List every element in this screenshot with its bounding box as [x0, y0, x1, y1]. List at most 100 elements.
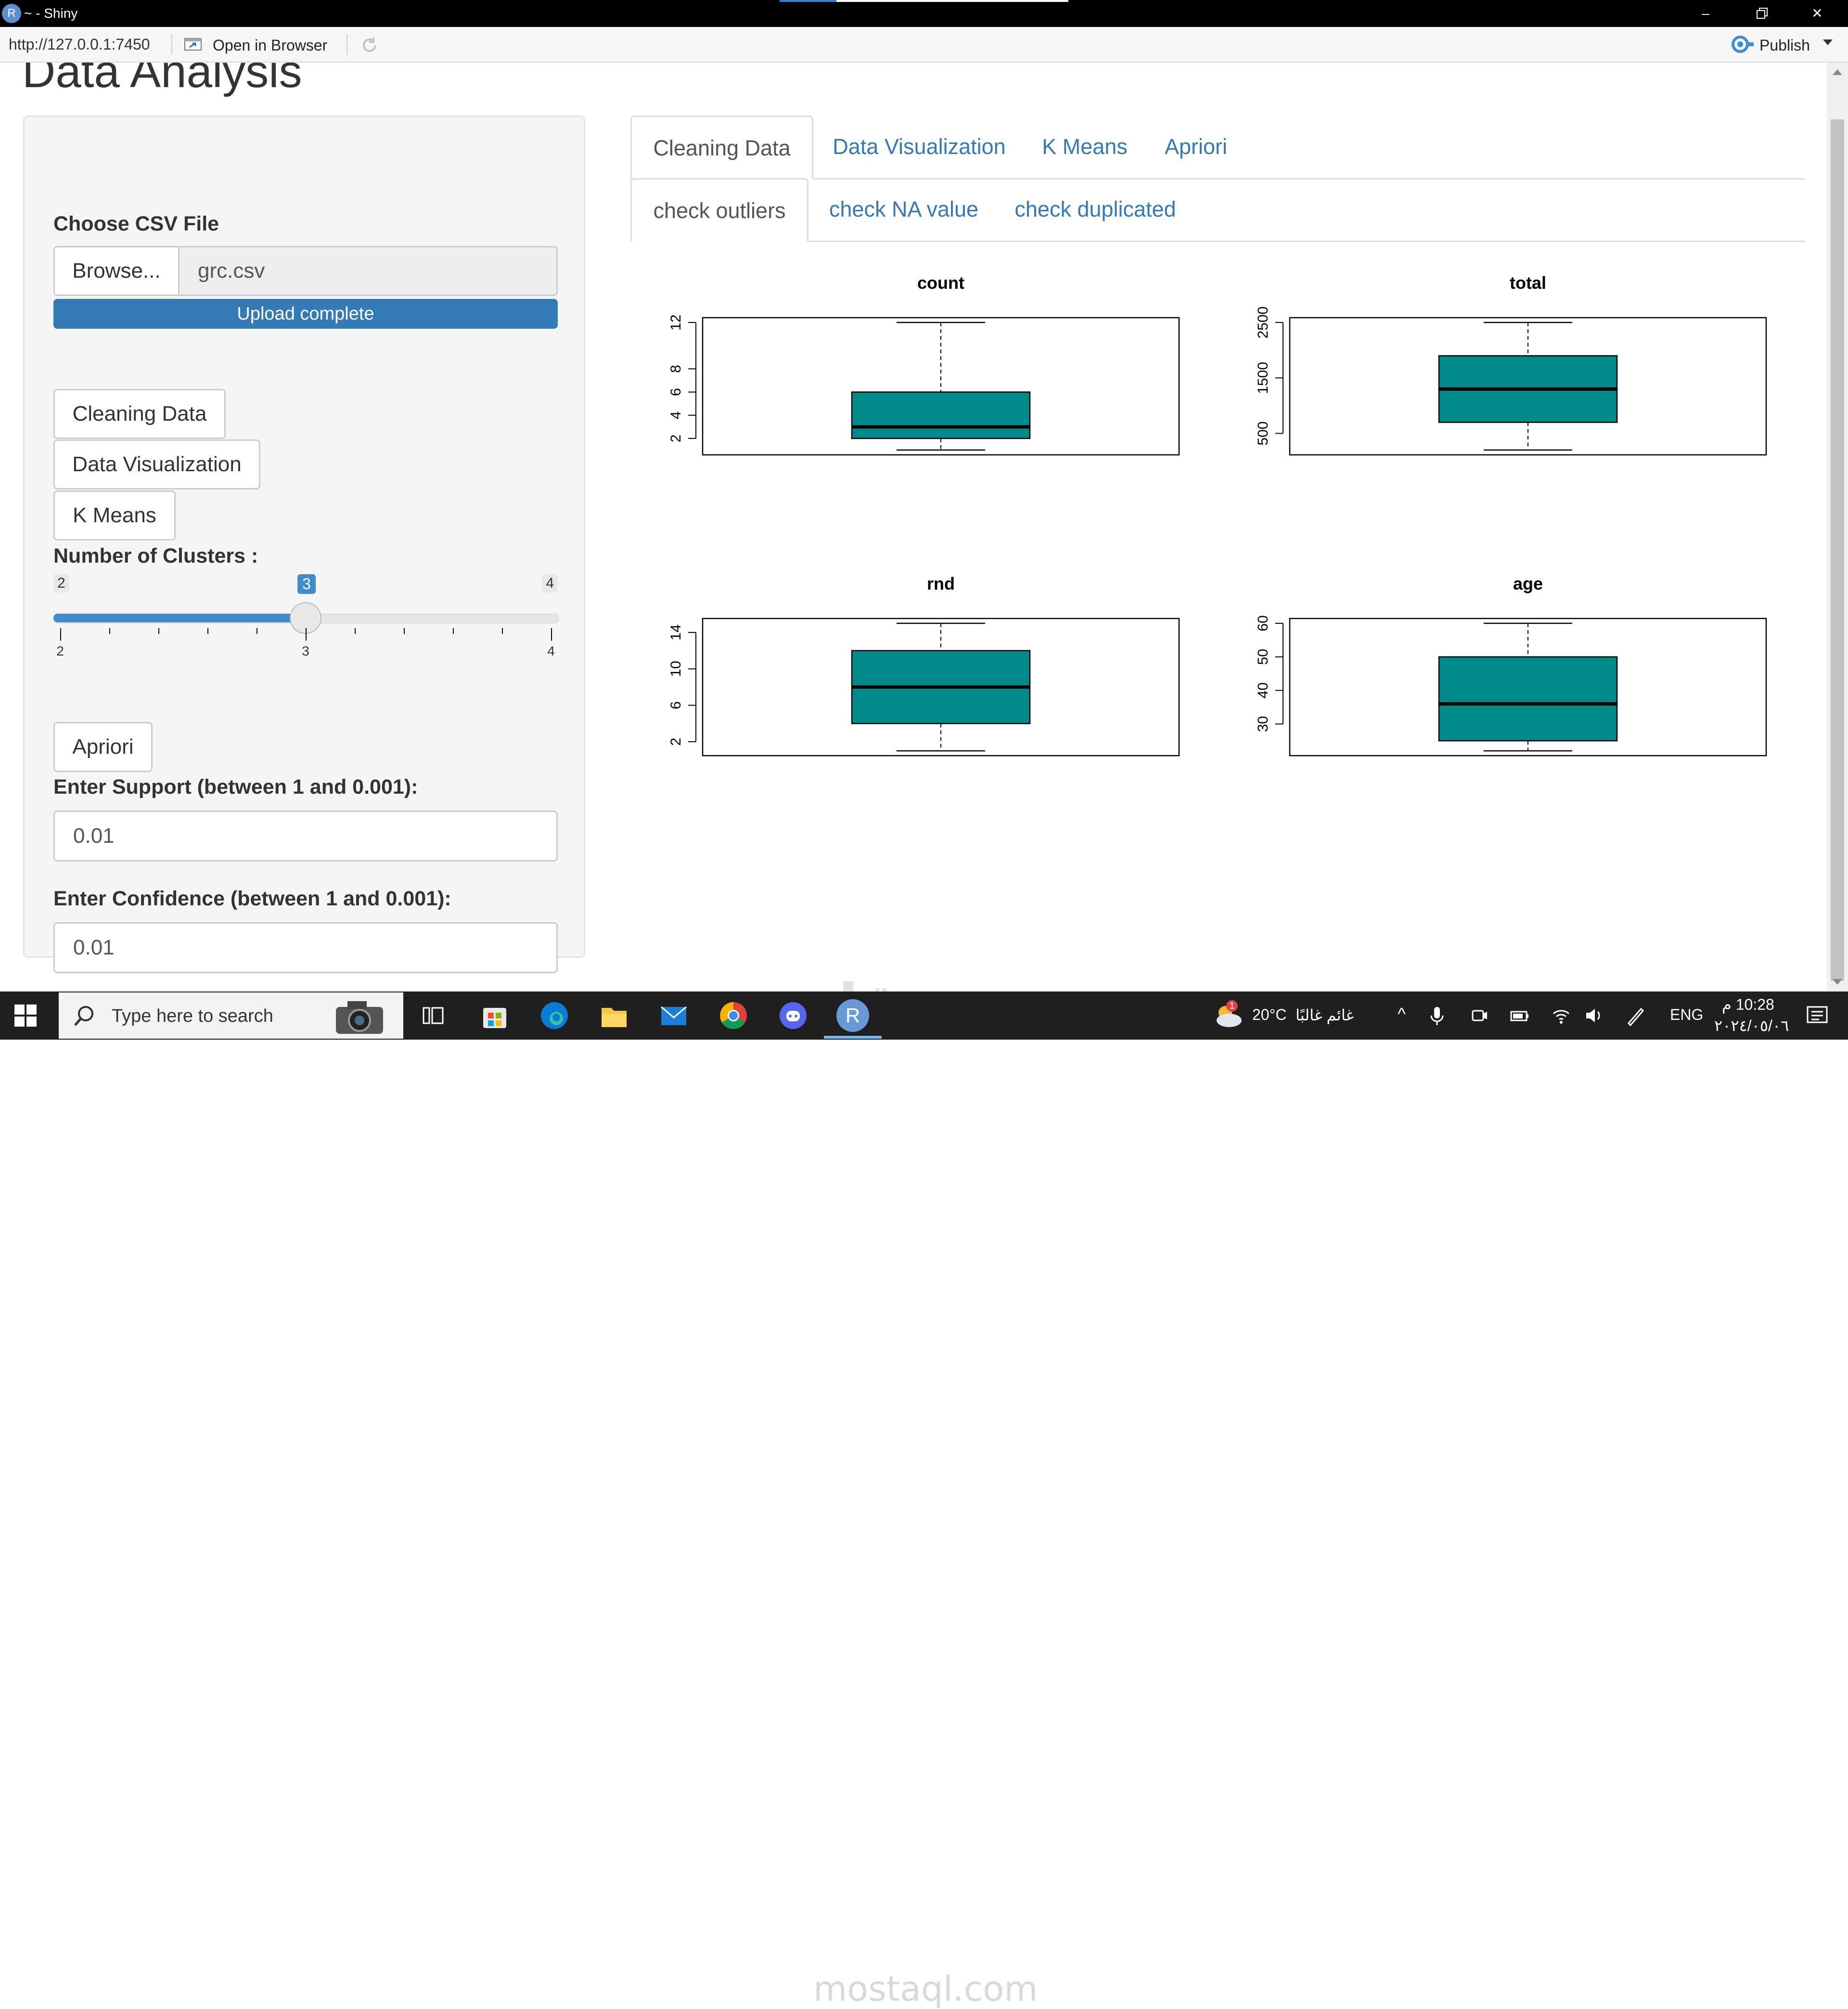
- vertical-scrollbar[interactable]: [1827, 63, 1848, 992]
- open-in-browser-button[interactable]: Open in Browser: [213, 37, 328, 54]
- slider-tick-label: 4: [547, 644, 555, 658]
- file-explorer-icon[interactable]: [598, 999, 630, 1032]
- data-visualization-button[interactable]: Data Visualization: [53, 439, 260, 489]
- windows-taskbar: Type here to search R 1 20°C غائم غالبًا…: [0, 992, 1848, 2009]
- shiny-app-viewport: Data Analysis Choose CSV File Browse... …: [0, 63, 1827, 992]
- scroll-down-icon[interactable]: [1833, 979, 1842, 985]
- iqr-box: [1438, 656, 1618, 742]
- y-axis-tick-label: 1500: [1255, 362, 1271, 394]
- k-means-button[interactable]: K Means: [53, 490, 176, 541]
- active-app-indicator: [824, 1036, 882, 1039]
- clusters-slider[interactable]: 2 4 3 2 3 4: [53, 574, 559, 658]
- clusters-label: Number of Clusters :: [53, 544, 258, 567]
- tab-apriori[interactable]: Apriori: [1164, 134, 1228, 159]
- confidence-input[interactable]: 0.01: [53, 922, 558, 973]
- y-axis-tick-label: 8: [668, 365, 684, 373]
- battery-icon[interactable]: [1509, 999, 1530, 1032]
- slider-major-tick: [551, 628, 552, 641]
- upload-progress-bar: Upload complete: [53, 299, 558, 329]
- chrome-icon[interactable]: [717, 999, 750, 1032]
- watermark-logo: مستقل: [808, 977, 1020, 992]
- sub-tabs: check outliers check NA value check dupl…: [630, 178, 1805, 242]
- publish-dropdown-icon[interactable]: [1823, 39, 1833, 45]
- mail-icon[interactable]: [657, 999, 690, 1032]
- microsoft-store-icon[interactable]: [478, 999, 511, 1032]
- plot-frame: [1289, 618, 1767, 757]
- close-button[interactable]: ✕: [1811, 6, 1823, 21]
- clock-time[interactable]: 10:28 م: [1722, 996, 1774, 1013]
- pen-icon[interactable]: [1625, 999, 1646, 1032]
- iqr-box: [851, 391, 1031, 439]
- slider-major-tick: [306, 628, 307, 641]
- slider-max-label: 4: [542, 574, 558, 592]
- y-axis-tick-label: 6: [668, 388, 684, 396]
- apriori-button[interactable]: Apriori: [53, 722, 153, 772]
- wifi-icon[interactable]: [1551, 999, 1572, 1032]
- volume-icon[interactable]: [1583, 999, 1604, 1032]
- y-axis-tick-label: 6: [668, 701, 684, 709]
- y-axis-tick-label: 30: [1255, 716, 1271, 732]
- slider-major-tick: [60, 628, 61, 641]
- subtab-check-na-value[interactable]: check NA value: [829, 197, 979, 221]
- microphone-icon[interactable]: [1427, 999, 1447, 1032]
- slider-tick-label: 3: [302, 644, 309, 658]
- file-name-field: grc.csv: [180, 246, 558, 296]
- support-input[interactable]: 0.01: [53, 811, 558, 862]
- open-in-browser-icon[interactable]: [184, 37, 203, 52]
- language-indicator[interactable]: ENG: [1670, 1006, 1704, 1023]
- tab-data-visualization[interactable]: Data Visualization: [833, 134, 1006, 159]
- y-axis-tick-label: 60: [1255, 615, 1271, 631]
- scroll-up-icon[interactable]: [1833, 69, 1842, 75]
- scrollbar-thumb[interactable]: [1831, 119, 1844, 981]
- rstudio-logo-icon: R: [2, 4, 21, 23]
- camera-app-icon[interactable]: [1470, 999, 1489, 1032]
- plot-frame: [1289, 317, 1767, 456]
- search-icon: [74, 1006, 93, 1026]
- slider-minor-tick: [355, 628, 356, 634]
- show-hidden-icons-icon[interactable]: ^: [1398, 1004, 1406, 1024]
- plot-frame: [702, 618, 1180, 757]
- search-placeholder: Type here to search: [112, 1006, 273, 1026]
- publish-icon[interactable]: [1730, 34, 1755, 55]
- subtab-check-duplicated[interactable]: check duplicated: [1014, 197, 1176, 221]
- weather-condition[interactable]: غائم غالبًا: [1296, 1006, 1354, 1024]
- restore-button[interactable]: [1748, 3, 1777, 24]
- refresh-icon[interactable]: [359, 35, 380, 56]
- y-axis-tick-label: 2: [668, 738, 684, 746]
- weather-badge: 1: [1226, 1000, 1238, 1012]
- support-label: Enter Support (between 1 and 0.001):: [53, 775, 418, 798]
- slider-minor-tick: [109, 628, 110, 634]
- y-axis-tick-label: 12: [668, 314, 684, 330]
- notifications-icon[interactable]: [1804, 999, 1831, 1032]
- slider-min-label: 2: [53, 574, 69, 592]
- sidebar-panel: Choose CSV File Browse... grc.csv Upload…: [23, 116, 585, 973]
- clock-date[interactable]: ٢٠٢٤/٠٥/٠٦: [1714, 1017, 1789, 1034]
- slider-minor-tick: [453, 628, 454, 634]
- window-title: ~ - Shiny: [24, 6, 78, 21]
- windows-start-icon[interactable]: [14, 1004, 37, 1027]
- y-axis-tick-label: 14: [668, 624, 684, 640]
- file-input-group: Browse... grc.csv: [53, 246, 558, 296]
- main-tabs: Cleaning Data Data Visualization K Means…: [630, 116, 1805, 180]
- taskbar-search-box[interactable]: Type here to search: [59, 992, 403, 1039]
- browse-button[interactable]: Browse...: [53, 246, 180, 296]
- cleaning-data-button[interactable]: Cleaning Data: [53, 389, 226, 439]
- subtab-check-outliers[interactable]: check outliers: [630, 178, 808, 242]
- toolbar-divider: [346, 34, 347, 55]
- y-axis-tick-label: 50: [1255, 649, 1271, 665]
- slider-minor-tick: [158, 628, 159, 634]
- tab-k-means[interactable]: K Means: [1042, 134, 1128, 159]
- task-view-icon[interactable]: [417, 999, 449, 1032]
- y-axis-tick-label: 2: [668, 435, 684, 443]
- edge-icon[interactable]: [538, 999, 571, 1032]
- weather-temperature[interactable]: 20°C: [1252, 1006, 1287, 1023]
- restore-icon: [1757, 8, 1768, 19]
- rstudio-taskbar-icon[interactable]: R: [836, 999, 869, 1032]
- minimize-button[interactable]: –: [1702, 6, 1709, 21]
- y-axis-tick-label: 2500: [1255, 307, 1271, 339]
- discord-icon[interactable]: [777, 999, 809, 1032]
- publish-button[interactable]: Publish: [1759, 37, 1810, 54]
- chart-title: rnd: [927, 574, 955, 593]
- tab-cleaning-data[interactable]: Cleaning Data: [630, 116, 813, 180]
- chart-title: age: [1513, 574, 1543, 593]
